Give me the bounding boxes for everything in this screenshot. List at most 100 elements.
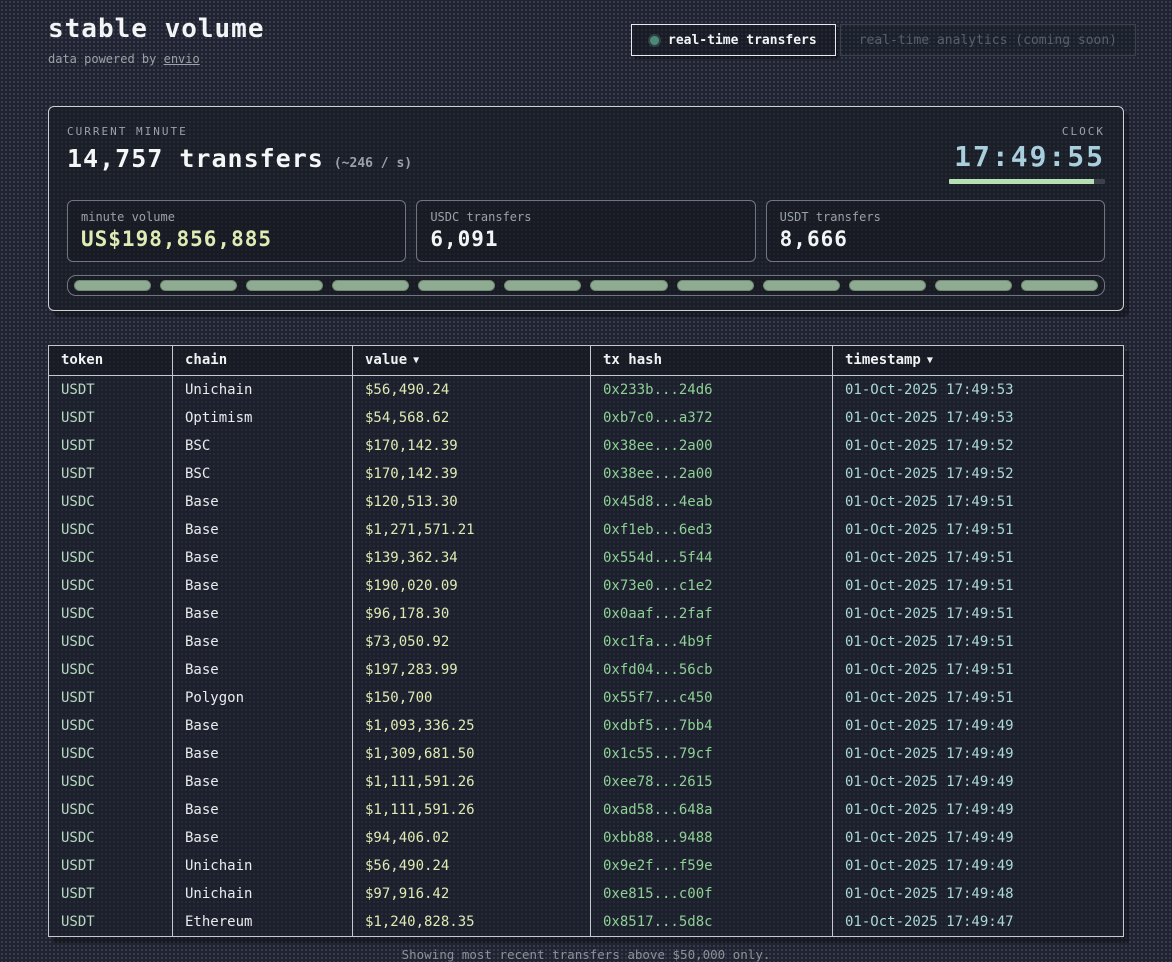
cell-value: $1,309,681.50 bbox=[353, 740, 591, 768]
cell-tx-hash[interactable]: 0x8517...5d8c bbox=[591, 908, 833, 936]
column-header-timestamp[interactable]: timestamp ▼ bbox=[833, 346, 1123, 376]
cell-token: USDT bbox=[49, 880, 173, 908]
cell-token: USDT bbox=[49, 908, 173, 936]
cell-tx-hash[interactable]: 0xfd04...56cb bbox=[591, 656, 833, 684]
cell-timestamp: 01-Oct-2025 17:49:51 bbox=[845, 550, 1014, 566]
cell-value: $1,093,336.25 bbox=[353, 712, 591, 740]
activity-segment bbox=[246, 280, 324, 291]
cell-timestamp: 01-Oct-2025 17:49:49 bbox=[845, 774, 1014, 790]
cell-tx-hash[interactable]: 0xad58...648a bbox=[591, 796, 833, 824]
cell-chain: Base bbox=[173, 600, 353, 628]
cell-token: USDT bbox=[49, 460, 173, 488]
activity-segment bbox=[762, 280, 840, 291]
stat-label: USDT transfers bbox=[779, 210, 881, 224]
column-header-chain[interactable]: chain bbox=[173, 346, 353, 376]
cell-timestamp: 01-Oct-2025 17:49:52 bbox=[845, 466, 1014, 482]
tab-realtime-analytics[interactable]: real-time analytics (coming soon) bbox=[839, 24, 1136, 56]
cell-tx-hash[interactable]: 0x73e0...c1e2 bbox=[591, 572, 833, 600]
cell-tx-hash[interactable]: 0xee78...2615 bbox=[591, 768, 833, 796]
cell-tx-hash[interactable]: 0x1c55...79cf bbox=[591, 740, 833, 768]
cell-token: USDC bbox=[49, 740, 173, 768]
column-header-tx-hash[interactable]: tx hash bbox=[591, 346, 833, 376]
cell-tx-hash[interactable]: 0x9e2f...f59e bbox=[591, 852, 833, 880]
sort-desc-arrow-icon: ▼ bbox=[413, 354, 420, 366]
cell-token: USDT bbox=[49, 432, 173, 460]
cell-timestamp: 01-Oct-2025 17:49:51 bbox=[845, 578, 1014, 594]
tab-realtime-transfers[interactable]: real-time transfers bbox=[631, 24, 836, 56]
table-row: USDC Base $96,178.30 0x0aaf...2faf 01-Oc… bbox=[49, 600, 1123, 628]
cell-value: $170,142.39 bbox=[353, 460, 591, 488]
cell-tx-hash[interactable]: 0xbb88...9488 bbox=[591, 824, 833, 852]
cell-chain: Base bbox=[173, 796, 353, 824]
cell-chain: Optimism bbox=[173, 404, 353, 432]
table-row: USDC Base $1,093,336.25 0xdbf5...7bb4 01… bbox=[49, 712, 1123, 740]
table-row: USDC Base $94,406.02 0xbb88...9488 01-Oc… bbox=[49, 824, 1123, 852]
column-header-value[interactable]: value ▼ bbox=[353, 346, 591, 376]
cell-value: $190,020.09 bbox=[353, 572, 591, 600]
table-row: USDT Optimism $54,568.62 0xb7c0...a372 0… bbox=[49, 404, 1123, 432]
stat-box-minute-volume: minute volume US$198,856,885 bbox=[67, 200, 407, 262]
cell-timestamp: 01-Oct-2025 17:49:49 bbox=[845, 746, 1014, 762]
cell-chain: Unichain bbox=[173, 852, 353, 880]
powered-by: data powered by envio bbox=[48, 52, 265, 66]
cell-timestamp: 01-Oct-2025 17:49:49 bbox=[845, 802, 1014, 818]
cell-value: $56,490.24 bbox=[353, 376, 591, 404]
cell-token: USDC bbox=[49, 516, 173, 544]
cell-token: USDC bbox=[49, 488, 173, 516]
column-header-token[interactable]: token bbox=[49, 346, 173, 376]
powered-by-text: data powered by bbox=[48, 52, 164, 66]
cell-value: $197,283.99 bbox=[353, 656, 591, 684]
cell-value: $56,490.24 bbox=[353, 852, 591, 880]
table-header-row: token chain value ▼ tx hash timestamp ▼ bbox=[49, 346, 1123, 376]
minute-progress-track bbox=[949, 179, 1105, 184]
activity-segment bbox=[504, 280, 582, 291]
cell-timestamp: 01-Oct-2025 17:49:53 bbox=[845, 382, 1014, 398]
cell-chain: Base bbox=[173, 628, 353, 656]
activity-segment bbox=[74, 280, 152, 291]
cell-value: $94,406.02 bbox=[353, 824, 591, 852]
live-dot-icon bbox=[650, 35, 659, 45]
cell-tx-hash[interactable]: 0x55f7...c450 bbox=[591, 684, 833, 712]
cell-value: $1,271,571.21 bbox=[353, 516, 591, 544]
transfers-count: 14,757 transfers bbox=[67, 144, 324, 173]
envio-link[interactable]: envio bbox=[163, 52, 200, 66]
cell-tx-hash[interactable]: 0xc1fa...4b9f bbox=[591, 628, 833, 656]
cell-timestamp: 01-Oct-2025 17:49:51 bbox=[845, 522, 1014, 538]
cell-tx-hash[interactable]: 0x38ee...2a00 bbox=[591, 460, 833, 488]
cell-token: USDC bbox=[49, 600, 173, 628]
cell-timestamp: 01-Oct-2025 17:49:51 bbox=[845, 606, 1014, 622]
stat-value: 6,091 bbox=[430, 227, 499, 251]
cell-tx-hash[interactable]: 0x45d8...4eab bbox=[591, 488, 833, 516]
cell-timestamp: 01-Oct-2025 17:49:49 bbox=[845, 718, 1014, 734]
page-title: stable volume bbox=[48, 14, 265, 44]
cell-chain: Unichain bbox=[173, 880, 353, 908]
tab-label: real-time transfers bbox=[668, 32, 817, 48]
stat-label: USDC transfers bbox=[430, 210, 532, 224]
table-row: USDC Base $197,283.99 0xfd04...56cb 01-O… bbox=[49, 656, 1123, 684]
cell-tx-hash[interactable]: 0x38ee...2a00 bbox=[591, 432, 833, 460]
cell-chain: Base bbox=[173, 656, 353, 684]
cell-chain: Base bbox=[173, 572, 353, 600]
clock-time: 17:49:55 bbox=[954, 140, 1105, 173]
stat-label: minute volume bbox=[81, 210, 175, 224]
table-row: USDC Base $1,111,591.26 0xad58...648a 01… bbox=[49, 796, 1123, 824]
cell-tx-hash[interactable]: 0x554d...5f44 bbox=[591, 544, 833, 572]
activity-segment bbox=[676, 280, 754, 291]
cell-chain: Base bbox=[173, 516, 353, 544]
cell-value: $73,050.92 bbox=[353, 628, 591, 656]
table-row: USDT BSC $170,142.39 0x38ee...2a00 01-Oc… bbox=[49, 432, 1123, 460]
cell-value: $1,240,828.35 bbox=[353, 908, 591, 936]
cell-tx-hash[interactable]: 0xdbf5...7bb4 bbox=[591, 712, 833, 740]
cell-tx-hash[interactable]: 0x0aaf...2faf bbox=[591, 600, 833, 628]
cell-timestamp: 01-Oct-2025 17:49:51 bbox=[845, 634, 1014, 650]
cell-timestamp: 01-Oct-2025 17:49:51 bbox=[845, 662, 1014, 678]
cell-chain: Base bbox=[173, 488, 353, 516]
table-row: USDC Base $120,513.30 0x45d8...4eab 01-O… bbox=[49, 488, 1123, 516]
cell-tx-hash[interactable]: 0xb7c0...a372 bbox=[591, 404, 833, 432]
sort-desc-arrow-icon: ▼ bbox=[926, 354, 933, 366]
cell-tx-hash[interactable]: 0x233b...24d6 bbox=[591, 376, 833, 404]
activity-segment bbox=[332, 280, 410, 291]
cell-tx-hash[interactable]: 0xf1eb...6ed3 bbox=[591, 516, 833, 544]
cell-tx-hash[interactable]: 0xe815...c00f bbox=[591, 880, 833, 908]
cell-timestamp: 01-Oct-2025 17:49:48 bbox=[845, 886, 1014, 902]
